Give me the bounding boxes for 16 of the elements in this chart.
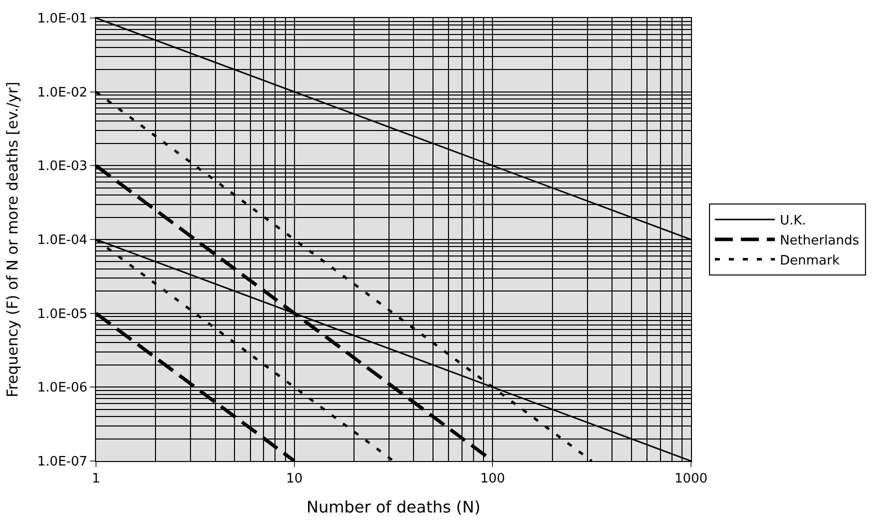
legend-label: U.K. xyxy=(780,214,806,229)
x-axis-title: Number of deaths (N) xyxy=(306,497,480,516)
x-tick-label: 1 xyxy=(92,472,100,487)
x-tick-label: 100 xyxy=(480,472,506,487)
y-tick-label: 1.0E-07 xyxy=(37,454,88,470)
y-tick-label: 1.0E-03 xyxy=(37,159,88,174)
y-tick-label: 1.0E-01 xyxy=(37,12,88,27)
x-tick-label: 1000 xyxy=(674,472,708,487)
y-tick-label: 1.0E-02 xyxy=(37,85,88,100)
y-axis-title: Frequency (F) of N or more deaths [ev./yr] xyxy=(4,82,22,398)
y-tick-label: 1.0E-05 xyxy=(37,306,88,322)
y-tick-label: 1.0E-06 xyxy=(37,380,88,396)
y-tick-label: 1.0E-04 xyxy=(37,233,88,248)
legend-label: Denmark xyxy=(780,253,840,268)
legend-label: Netherlands xyxy=(780,233,860,248)
x-tick-label: 10 xyxy=(286,472,303,487)
